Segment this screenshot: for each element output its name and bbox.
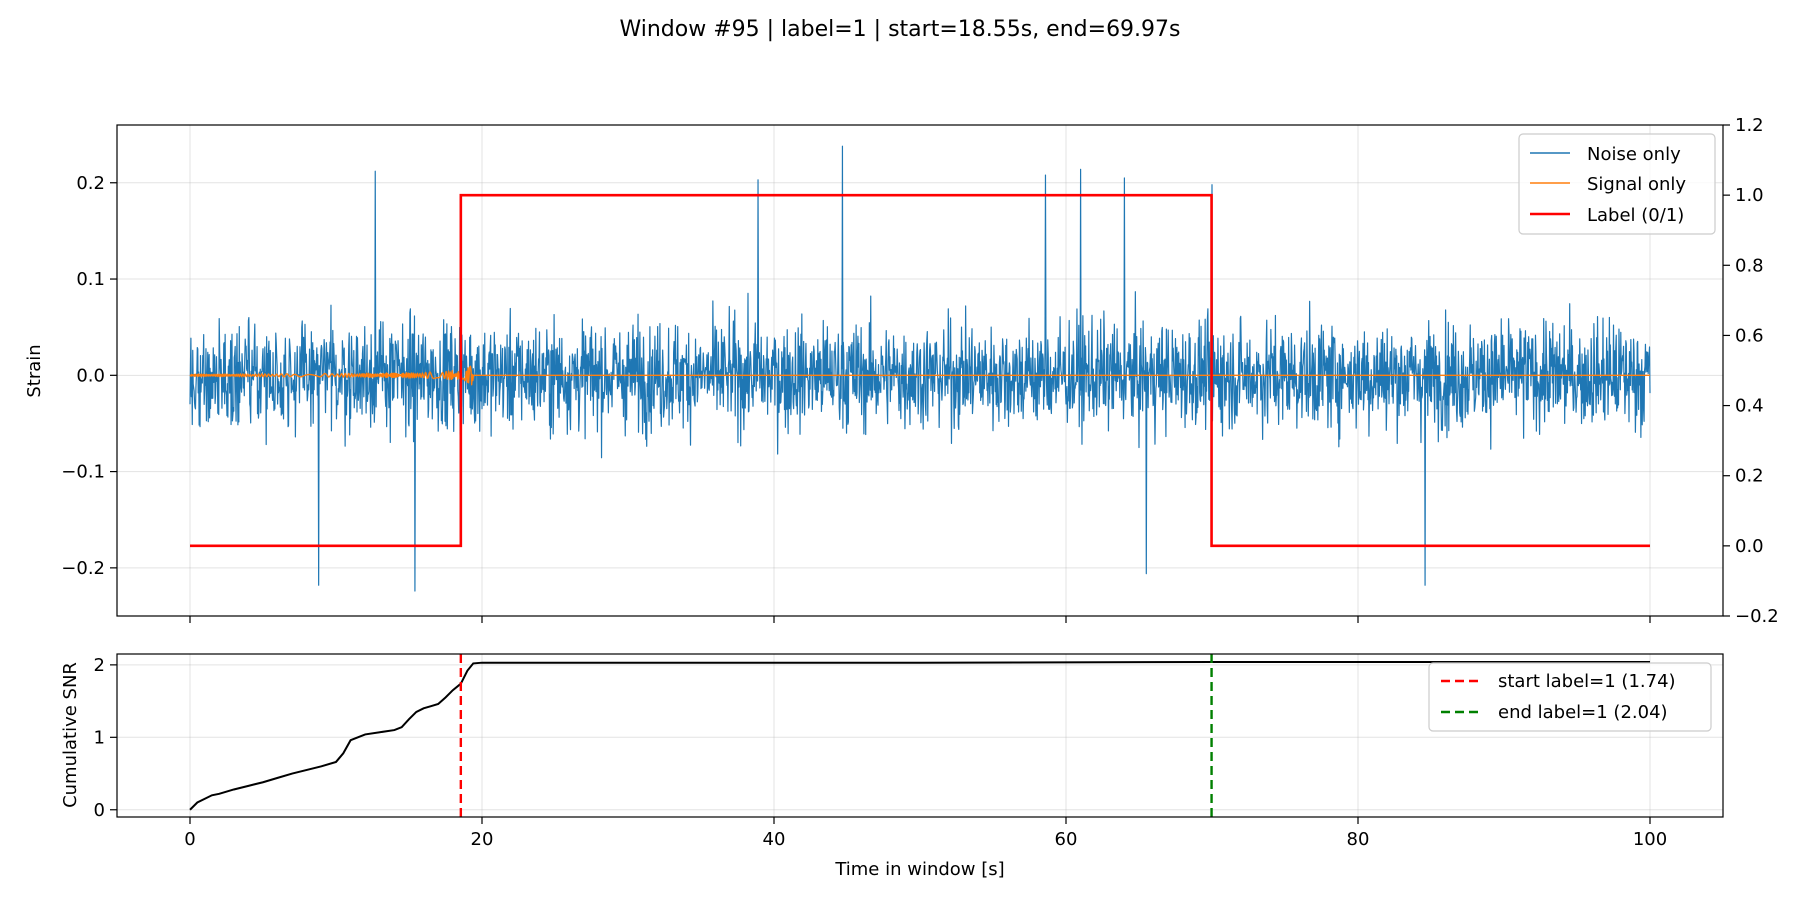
bottom-x-tick-label: 60 [1055,829,1078,850]
legend-end-label: end label=1 (2.04) [1498,702,1668,723]
bottom-ylabel: Cumulative SNR [60,662,81,808]
top-axis-ticks: −0.2 −0.1 0.0 0.1 0.2 [61,173,1651,623]
top-y2-tick-label: 0.6 [1735,325,1764,346]
top-y-tick-label: −0.2 [61,558,105,579]
bottom-x-tick-label: 20 [471,829,494,850]
figure-title: Window #95 | label=1 | start=18.55s, end… [619,17,1180,42]
legend-noise-label: Noise only [1587,144,1681,165]
legend-label-label: Label (0/1) [1587,205,1684,226]
bottom-x-tick-label: 40 [763,829,786,850]
bottom-x-tick-label: 80 [1347,829,1370,850]
signal-series-line [189,365,1651,386]
top-y-tick-label: 0.1 [76,269,105,290]
top-y2-tick-label: 0.0 [1735,536,1764,557]
label-step-line [190,193,1650,548]
top-ylabel: Strain [24,344,45,397]
top-y2-tick-label: 1.0 [1735,185,1764,206]
top-plot-area [189,145,1651,592]
top-y2-tick-label: 0.2 [1735,466,1764,487]
top-y2-tick-label: 0.4 [1735,396,1764,417]
bottom-xlabel: Time in window [s] [834,859,1004,880]
top-legend-box [1518,133,1716,235]
top-chart: −0.2 0.0 0.2 0.4 0.6 0.8 1.0 1.2 −0.2 −0.1 0.0 0.1… [24,115,1779,627]
top-y2-tick-label: 1.2 [1735,115,1764,136]
bottom-x-tick-label: 100 [1633,829,1667,850]
legend-signal-label: Signal only [1587,174,1686,195]
top-y-tick-label: 0.0 [76,365,105,386]
top-y-tick-label: 0.2 [76,173,105,194]
bottom-y-tick-label: 0 [94,800,105,821]
bottom-plot-area [189,654,1650,817]
top-y2-tick-label: −0.2 [1735,606,1779,627]
bottom-y-tick-label: 1 [94,727,105,748]
noise-series-line [189,145,1651,592]
bottom-legend: start label=1 (1.74) end label=1 (2.04) [1428,662,1712,732]
legend-start-label: start label=1 (1.74) [1498,671,1676,692]
bottom-axis-ticks: 0 20 40 60 80 100 0 1 2 [94,655,1668,850]
bottom-legend-box [1428,662,1712,732]
bottom-chart: 0 20 40 60 80 100 0 1 2 Cumulative SNR Time in w… [60,653,1724,880]
cumulative-snr-line [189,660,1650,811]
top-plot-frame [116,124,1724,617]
bottom-x-tick-label: 0 [184,829,195,850]
bottom-plot-frame [116,653,1724,818]
top-y2-tick-label: 0.8 [1735,255,1764,276]
top-legend: Noise only Signal only Label (0/1) [1518,133,1716,235]
top-right-axis: −0.2 0.0 0.2 0.4 0.6 0.8 1.0 1.2 [1723,115,1779,627]
bottom-y-tick-label: 2 [94,655,105,676]
top-y-tick-label: −0.1 [61,462,105,483]
